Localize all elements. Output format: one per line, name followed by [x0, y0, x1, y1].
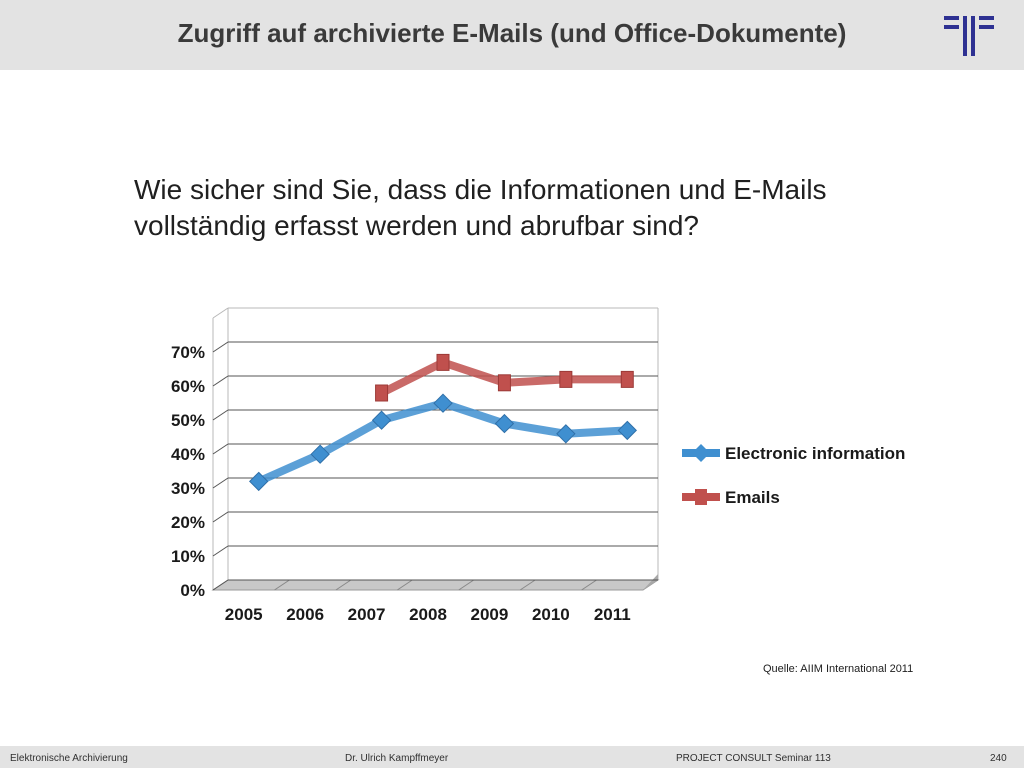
floor-divider	[519, 579, 536, 591]
floor-divider	[397, 579, 413, 591]
chart-series	[249, 353, 637, 492]
gridline-side	[212, 375, 229, 387]
data-point-marker	[371, 410, 392, 430]
floor-divider	[274, 579, 290, 591]
data-point-marker	[620, 370, 634, 388]
x-tick-label: 2010	[532, 605, 570, 624]
footer-seminar: PROJECT CONSULT Seminar 113	[676, 753, 831, 764]
y-tick-label: 0%	[180, 581, 205, 600]
data-point-marker	[436, 353, 450, 371]
series-line	[257, 399, 628, 486]
x-axis-ticks: 2005 2006 2007 2008 2009 2010 2011	[225, 605, 631, 624]
y-tick-label: 10%	[171, 547, 205, 566]
gridline-side	[212, 477, 229, 489]
y-tick-label: 20%	[171, 513, 205, 532]
x-tick-label: 2007	[348, 605, 386, 624]
footer-course-title: Elektronische Archivierung	[10, 753, 128, 764]
legend-swatch-marker	[692, 444, 710, 462]
floor-divider	[581, 579, 597, 591]
chart-3d-walls	[211, 307, 660, 591]
gridline-side	[212, 545, 229, 557]
gridline-side	[212, 579, 229, 591]
gridline-side	[212, 409, 229, 421]
page-number: 240	[990, 753, 1007, 764]
legend-swatch-marker	[695, 489, 707, 505]
data-point-marker	[497, 374, 511, 392]
project-consult-logo-icon	[944, 16, 994, 56]
chart-floor	[211, 579, 660, 591]
footer-bar: Elektronische Archivierung Dr. Ulrich Ka…	[0, 746, 1024, 768]
gridline-side	[212, 511, 229, 523]
series-0	[249, 393, 637, 492]
x-tick-label: 2005	[225, 605, 263, 624]
data-point-marker	[375, 384, 389, 402]
chart-floor-corner	[643, 574, 658, 590]
data-point-marker	[494, 413, 515, 434]
data-point-marker	[556, 424, 576, 444]
floor-divider	[335, 579, 352, 591]
x-tick-label: 2008	[409, 605, 447, 624]
data-point-marker	[310, 444, 330, 464]
chart-legend: Electronic information Emails	[682, 444, 905, 507]
series-1	[375, 353, 634, 402]
legend-item: Emails	[682, 488, 780, 507]
y-tick-label: 60%	[171, 377, 205, 396]
gridline-side	[212, 341, 229, 353]
legend-label: Electronic information	[725, 444, 905, 463]
chart-gridlines	[212, 307, 658, 591]
y-tick-label: 70%	[171, 343, 205, 362]
x-tick-label: 2011	[594, 605, 631, 624]
y-tick-label: 30%	[171, 479, 205, 498]
source-note: Quelle: AIIM International 2011	[763, 663, 914, 675]
footer-author: Dr. Ulrich Kampffmeyer	[345, 753, 449, 764]
x-tick-label: 2006	[286, 605, 324, 624]
floor-divider	[458, 579, 474, 591]
survey-question: Wie sicher sind Sie, dass die Informatio…	[134, 174, 827, 241]
line-chart: 0% 10% 20% 30% 40% 50% 60% 70% 2005 2006 2007 2008…	[171, 307, 905, 624]
x-tick-label: 2009	[471, 605, 509, 624]
gridline-side	[212, 443, 229, 455]
legend-item: Electronic information	[682, 444, 905, 463]
side-wall-top-edge	[212, 307, 229, 319]
y-tick-label: 50%	[171, 411, 205, 430]
y-tick-label: 40%	[171, 445, 205, 464]
legend-label: Emails	[725, 488, 780, 507]
slide-title: Zugriff auf archivierte E-Mails (und Off…	[177, 18, 847, 48]
data-point-marker	[559, 370, 573, 388]
data-point-marker	[617, 420, 637, 441]
header-bar: Zugriff auf archivierte E-Mails (und Off…	[0, 0, 1024, 70]
y-axis-ticks: 0% 10% 20% 30% 40% 50% 60% 70%	[171, 343, 205, 600]
data-point-marker	[433, 393, 453, 413]
data-point-marker	[249, 471, 269, 492]
